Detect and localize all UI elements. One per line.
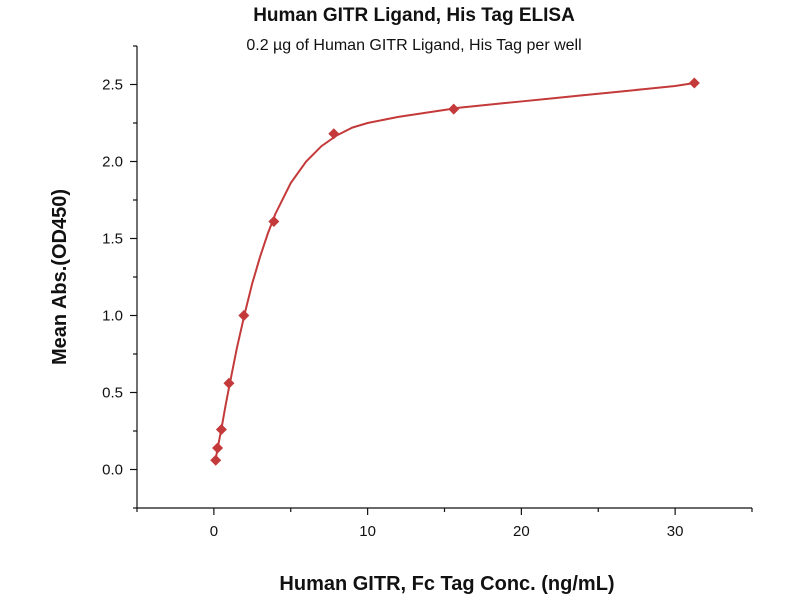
data-point [212,442,224,454]
x-tick-label: 30 [667,523,684,540]
y-axis-ticks: 0.0 0.5 1.0 1.5 2.0 2.5 [102,45,137,509]
x-axis-ticks: 0 10 20 30 [136,508,753,540]
y-tick-label: 0.0 [102,462,123,479]
data-point [328,128,340,140]
data-point [215,423,227,435]
data-point [688,77,700,89]
y-tick-label: 1.5 [102,231,123,248]
data-point [268,216,280,228]
y-tick-label: 2.0 [102,154,123,171]
x-tick-label: 20 [513,523,530,540]
x-tick-label: 10 [359,523,376,540]
chart-title: Human GITR Ligand, His Tag ELISA [253,5,575,26]
x-axis-title: Human GITR, Fc Tag Conc. (ng/mL) [279,573,614,595]
x-tick-label: 0 [210,523,218,540]
data-point [223,377,235,389]
chart-subtitle: 0.2 µg of Human GITR Ligand, His Tag per… [246,37,581,54]
y-tick-label: 0.5 [102,385,123,402]
data-points [210,77,700,466]
y-tick-label: 1.0 [102,308,123,325]
y-axis-title: Mean Abs.(OD450) [49,189,71,365]
data-point [448,103,460,115]
fit-curve [214,81,695,459]
data-point [210,454,222,466]
data-point [238,310,250,321]
y-tick-label: 2.5 [102,77,123,94]
